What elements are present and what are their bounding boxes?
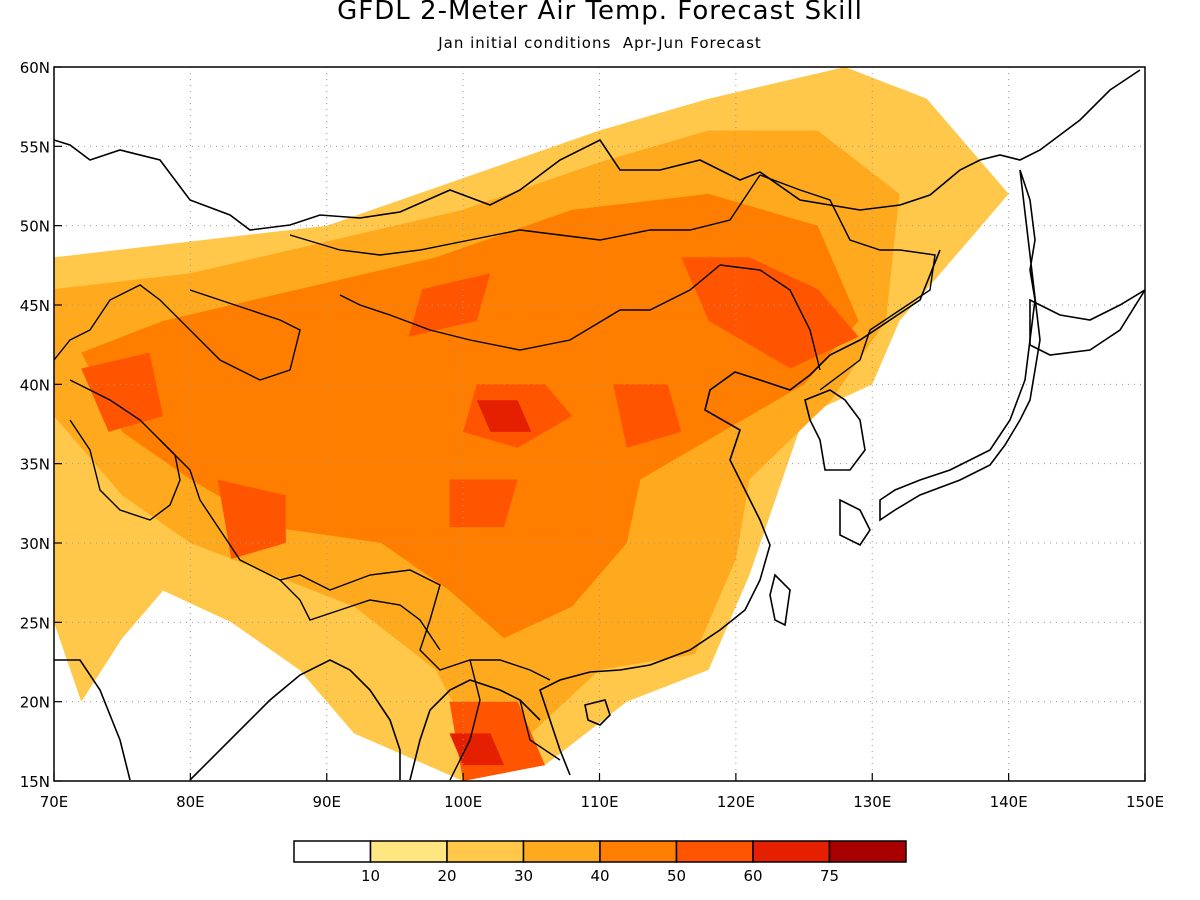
y-tick-label: 60N xyxy=(20,59,50,77)
x-tick-label: 140E xyxy=(990,793,1028,811)
country-border xyxy=(289,174,936,391)
country-border xyxy=(279,579,561,781)
coastline xyxy=(409,679,541,781)
country-border xyxy=(69,379,551,681)
legend-label: 40 xyxy=(590,867,609,885)
longitude-axis: 70E 80E 90E 100E 110E 120E 130E 140E 150E xyxy=(40,773,1164,811)
legend-label: 10 xyxy=(361,867,380,885)
legend-label: 50 xyxy=(667,867,686,885)
y-tick-label: 35N xyxy=(20,456,50,474)
skill-region-60 xyxy=(476,400,532,432)
country-border xyxy=(69,419,181,521)
x-tick-label: 70E xyxy=(40,793,69,811)
legend-swatch xyxy=(752,840,831,863)
x-tick-label: 100E xyxy=(444,793,482,811)
legend-swatch xyxy=(522,840,601,863)
y-tick-label: 45N xyxy=(20,297,50,315)
x-tick-label: 110E xyxy=(580,793,618,811)
y-tick-label: 40N xyxy=(20,376,50,394)
legend-label: 20 xyxy=(437,867,456,885)
y-tick-label: 50N xyxy=(20,218,50,236)
legend-label: 30 xyxy=(514,867,533,885)
coastline xyxy=(189,659,401,781)
y-tick-label: 15N xyxy=(20,773,50,791)
skill-region-50 xyxy=(613,384,682,448)
coastline xyxy=(54,659,131,781)
y-tick-label: 30N xyxy=(20,535,50,553)
y-tick-label: 20N xyxy=(20,694,50,712)
legend-swatch xyxy=(675,840,754,863)
x-tick-label: 120E xyxy=(717,793,755,811)
country-border xyxy=(719,264,821,371)
skill-region-50 xyxy=(408,273,491,337)
x-tick-label: 150E xyxy=(1126,793,1164,811)
legend-swatch xyxy=(293,840,372,863)
legend-label: 75 xyxy=(820,867,839,885)
coastline xyxy=(539,249,941,776)
country-border xyxy=(339,264,721,351)
latitude-axis: 15N 20N 25N 30N 35N 40N 45N 50N 55N 60N xyxy=(20,59,62,791)
y-tick-label: 55N xyxy=(20,138,50,156)
legend-swatch xyxy=(828,840,907,863)
legend-label: 60 xyxy=(743,867,762,885)
y-tick-label: 25N xyxy=(20,614,50,632)
x-tick-label: 90E xyxy=(312,793,341,811)
skill-region-50 xyxy=(681,257,859,369)
coastline xyxy=(1029,289,1146,356)
legend-swatch xyxy=(369,840,448,863)
x-tick-label: 80E xyxy=(176,793,205,811)
map-subtitle: Jan initial conditions Apr-Jun Forecast xyxy=(438,34,762,52)
coastline xyxy=(584,699,611,726)
coastline xyxy=(804,389,866,471)
coastline xyxy=(769,573,791,627)
skill-regions xyxy=(54,67,1009,781)
map-title: GFDL 2-Meter Air Temp. Forecast Skill xyxy=(337,0,863,26)
coastlines-and-borders xyxy=(53,69,1146,781)
coastline xyxy=(53,69,1141,231)
color-legend: 10 20 30 40 50 60 75 xyxy=(293,840,907,885)
coastline xyxy=(879,169,1041,522)
skill-region-50 xyxy=(81,352,164,432)
x-tick-label: 130E xyxy=(853,793,891,811)
coastline xyxy=(839,498,871,547)
country-border xyxy=(53,284,301,381)
skill-region-50 xyxy=(217,479,286,559)
legend-swatch xyxy=(599,840,678,863)
skill-region-50 xyxy=(449,479,518,528)
legend-swatch xyxy=(446,840,525,863)
